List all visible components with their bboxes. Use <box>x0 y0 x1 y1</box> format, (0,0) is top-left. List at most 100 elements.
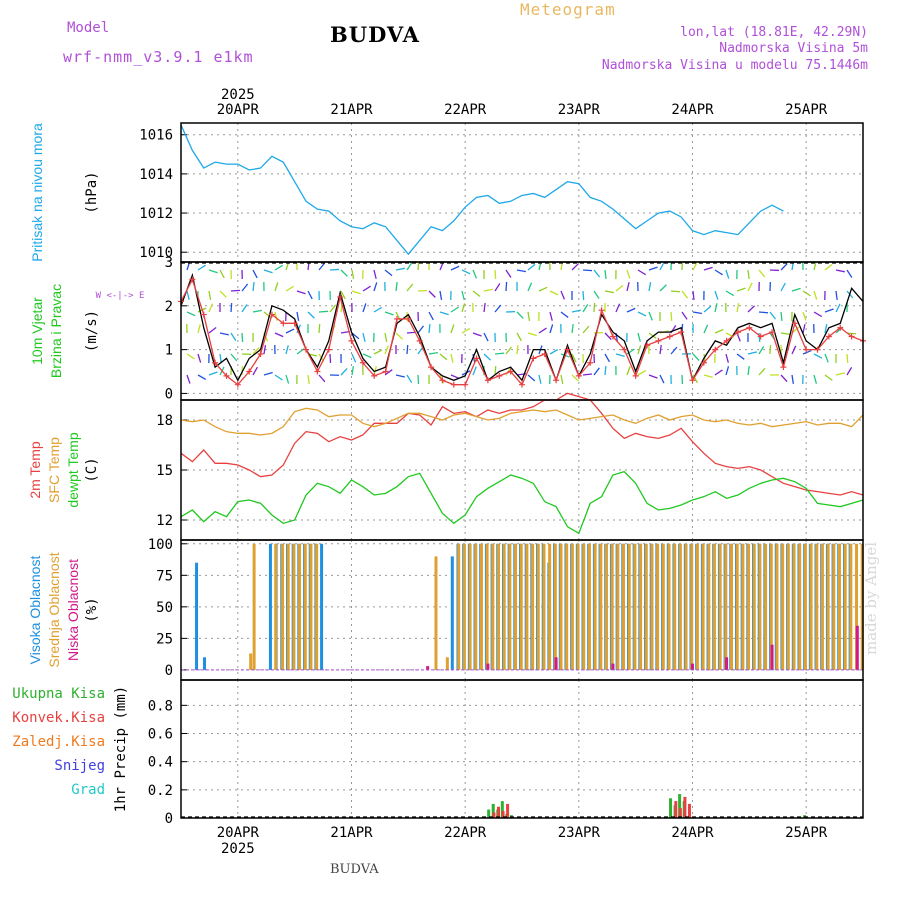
panel-precip: 0 0.2 0.4 0.6 0.8 Ukupna Kisa Konvek.Kisa Zaled… <box>12 679 864 827</box>
gust-marker <box>439 377 446 384</box>
top-tick-label: 23APR <box>558 102 601 118</box>
wind-arrow <box>395 332 403 340</box>
y-tick-label: 3 <box>165 255 173 271</box>
wind-arrow <box>637 332 641 342</box>
bar-mid_cloud <box>837 543 841 670</box>
wind-arrow <box>516 332 522 342</box>
gust-marker <box>655 337 662 344</box>
wind-arrow <box>802 290 811 297</box>
wind-arrow <box>285 374 290 384</box>
wind-arrow <box>703 374 713 378</box>
bar-mid_cloud <box>542 543 546 670</box>
wind-arrow <box>406 374 413 384</box>
bar-mid_cloud <box>445 657 449 670</box>
wind-arrow <box>406 331 417 334</box>
wind-arrow <box>241 332 244 343</box>
gust-marker <box>712 346 719 353</box>
gust-marker <box>416 337 423 344</box>
bar-mid_cloud <box>855 543 859 670</box>
wind-arrow <box>538 327 547 334</box>
wind-arrow <box>527 311 531 321</box>
bar-mid_cloud <box>531 543 535 670</box>
wind-arrow <box>340 330 350 334</box>
top-tick-label: 25APR <box>785 102 828 118</box>
panel-unit: (m/s) <box>84 310 100 352</box>
wind-arrow <box>747 365 750 376</box>
bar-mid_cloud <box>724 543 728 670</box>
wind-arrow <box>472 290 481 298</box>
wind-arrow <box>681 290 689 299</box>
wind-arrow <box>648 374 658 379</box>
bar-mid_cloud <box>249 653 253 670</box>
wind-arrow <box>714 290 719 300</box>
panel-unit: 1hr Precip (mm) <box>113 686 129 812</box>
gust-marker <box>837 324 844 331</box>
bar-mid_cloud <box>599 543 603 670</box>
gust-marker <box>598 307 605 314</box>
wind-arrow <box>670 290 681 293</box>
wind-arrow <box>329 353 332 364</box>
wind-arrow <box>780 332 790 336</box>
wind-arrow <box>527 263 536 271</box>
bar-low_cloud <box>426 666 430 670</box>
bar-mid_cloud <box>525 543 529 670</box>
wind-arrow <box>582 373 593 376</box>
wind-arrow <box>637 269 647 276</box>
panel-side-label: Brzina i Pravac <box>48 284 64 378</box>
gust-marker <box>734 329 741 336</box>
wind-arrow <box>373 282 378 292</box>
wind-arrow <box>406 344 409 355</box>
wind-arrow <box>351 269 355 279</box>
gust-marker <box>564 346 571 353</box>
wind-arrow <box>494 304 502 313</box>
wind-arrow <box>439 290 443 300</box>
precip-legend-label: Konvek.Kisa <box>12 710 105 726</box>
y-tick-label: 1012 <box>139 206 173 222</box>
wind-arrow <box>824 374 833 381</box>
wind-arrow <box>582 269 593 272</box>
wind-arrow <box>824 353 829 363</box>
precip-legend-label: Snijeg <box>54 758 105 774</box>
bar-mid_cloud <box>627 543 631 670</box>
wind-arrow <box>494 269 497 280</box>
bar-mid_cloud <box>650 543 654 670</box>
bar-mid_cloud <box>695 543 699 670</box>
wind-arrow <box>692 290 695 301</box>
bar-mid_cloud <box>667 543 671 670</box>
wind-arrow <box>373 306 383 313</box>
wind-arrow <box>703 305 712 313</box>
bar-mid_cloud <box>798 543 802 670</box>
wind-arrow <box>186 353 195 360</box>
wind-arrow <box>384 345 389 355</box>
bar-conv_precip <box>496 806 500 818</box>
wind-arrow <box>505 346 512 355</box>
bar-mid_cloud <box>764 543 768 670</box>
wind-arrow <box>241 283 249 292</box>
bar-mid_cloud <box>639 543 643 670</box>
wind-arrow <box>549 290 559 296</box>
wind-arrow <box>208 269 218 274</box>
wind-arrow <box>450 324 455 334</box>
wind-arrow <box>450 306 459 313</box>
series-line-gust <box>180 277 864 386</box>
bar-mid_cloud <box>587 543 591 670</box>
bar-mid_cloud <box>252 543 256 670</box>
bar-mid_cloud <box>610 543 614 670</box>
bar-mid_cloud <box>718 543 722 670</box>
wind-arrow <box>714 303 718 313</box>
wind-arrow <box>835 269 845 273</box>
bar-mid_cloud <box>462 543 466 670</box>
bar-mid_cloud <box>468 543 472 670</box>
wind-arrow <box>593 302 596 313</box>
bar-mid_cloud <box>809 543 813 670</box>
wind-arrow <box>560 374 564 384</box>
bar-mid_cloud <box>303 543 307 670</box>
wind-arrow <box>747 351 757 355</box>
panel-wind: 0 1 2 3 W <-|-> E 10m Vjetar Brzina i Pravac (m… <box>29 255 866 402</box>
wind-arrow <box>439 353 448 361</box>
gust-marker <box>825 333 832 340</box>
gust-marker <box>541 351 548 357</box>
gust-marker <box>575 372 582 379</box>
y-tick-label: 1010 <box>139 245 173 261</box>
wind-arrow <box>351 332 360 340</box>
